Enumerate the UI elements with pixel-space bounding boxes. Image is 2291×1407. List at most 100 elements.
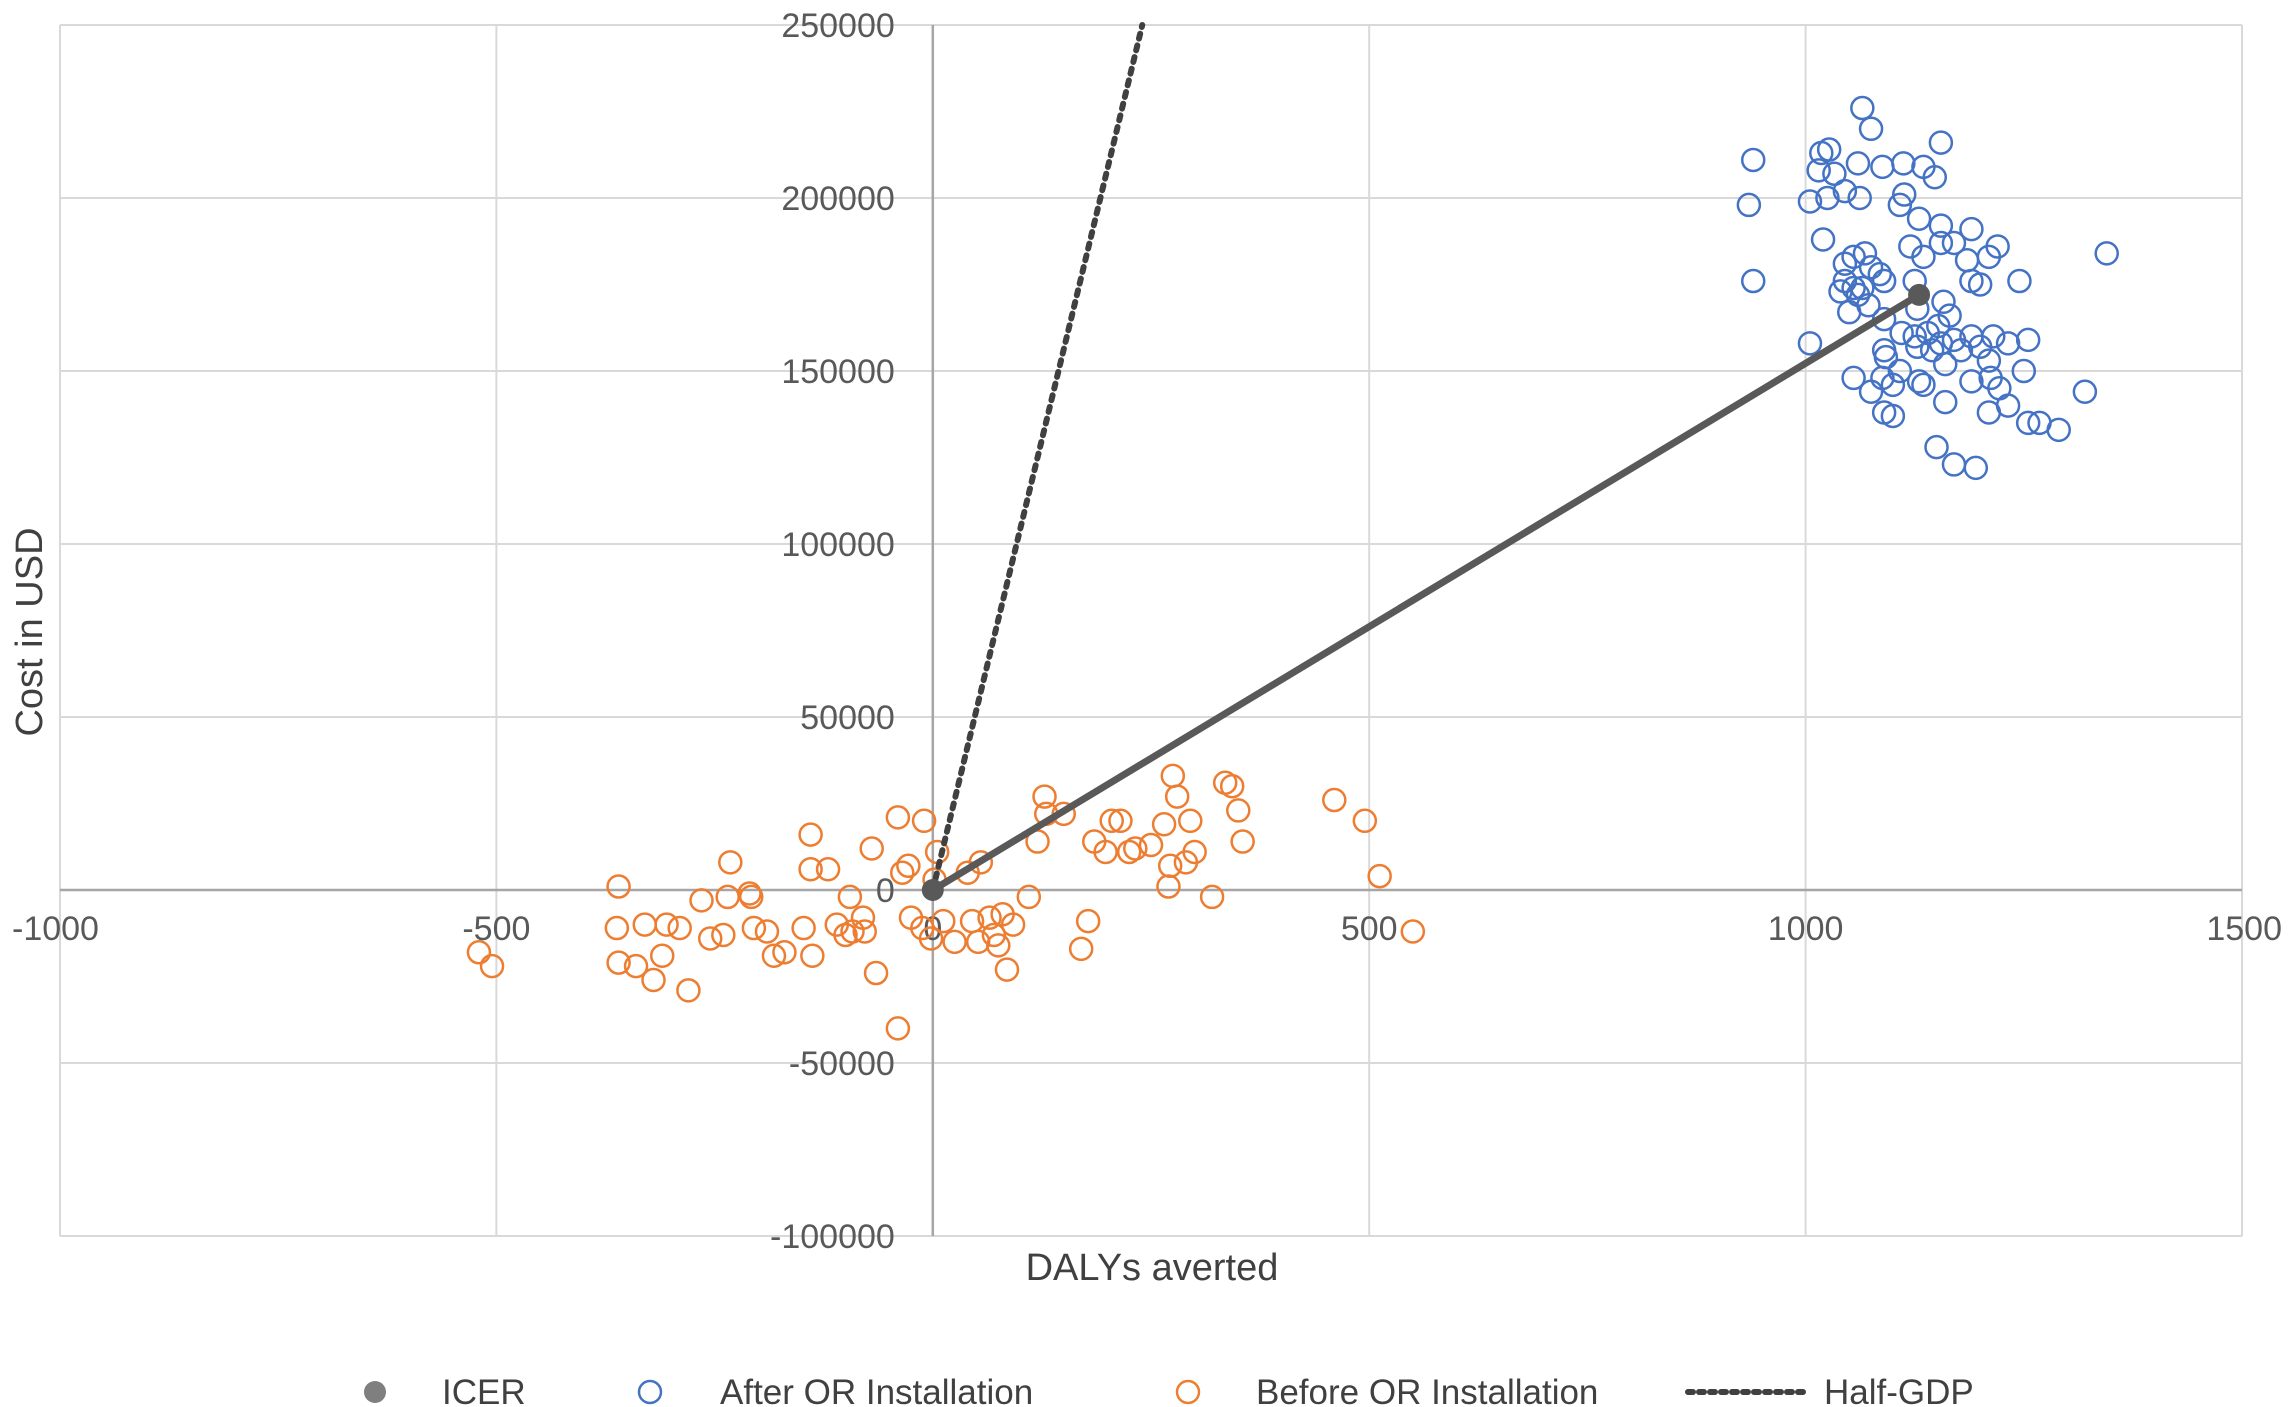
y-tick-label: 0 [876, 872, 895, 910]
data-point [1199, 884, 1225, 910]
data-point [1902, 324, 1927, 349]
data-point [1226, 798, 1251, 823]
data-point [1151, 812, 1177, 837]
data-point [1963, 455, 1989, 481]
data-point [1108, 808, 1133, 834]
data-point [994, 957, 1020, 982]
y-tick-label: -50000 [789, 1045, 895, 1083]
data-point [2007, 268, 2032, 294]
data-point [1887, 358, 1913, 384]
data-point [1806, 158, 1831, 183]
x-axis-title: DALYs averted [1026, 1247, 1279, 1289]
data-point [896, 853, 921, 879]
data-point [1841, 365, 1866, 391]
data-point [1156, 874, 1181, 899]
data-point [1922, 164, 1948, 190]
data-point [1157, 853, 1183, 879]
y-tick-label: 150000 [781, 353, 894, 391]
data-point [852, 919, 877, 944]
data-point [798, 822, 823, 847]
data-point [815, 856, 841, 882]
series-layer [466, 22, 2119, 1041]
data-point [1828, 279, 1853, 304]
data-point [1075, 908, 1101, 934]
y-axis-title: Cost in USD [9, 527, 51, 736]
data-point [1219, 773, 1245, 799]
x-tick-labels: -1000 -500 0 500 1000 1500 [12, 910, 2282, 948]
data-point [1322, 787, 1347, 813]
data-point [798, 856, 823, 882]
data-point [918, 926, 944, 951]
legend: ICER After OR Installation Before OR Ins… [364, 1373, 1974, 1407]
data-point [1928, 213, 1954, 238]
data-point [1178, 808, 1203, 834]
data-point [1856, 293, 1881, 318]
series-after-or-installation [1736, 95, 2119, 481]
data-point [1889, 320, 1914, 346]
data-point [1797, 189, 1823, 214]
data-point [1810, 227, 1836, 252]
icer-point [1908, 283, 1931, 306]
data-point [1941, 452, 1967, 477]
gridlines [59, 24, 2243, 1237]
y-tick-label: 200000 [781, 180, 894, 218]
y-tick-label: -100000 [770, 1218, 895, 1256]
data-point [885, 1016, 911, 1041]
data-point [1911, 244, 1936, 270]
data-point [676, 978, 701, 1003]
data-point [1919, 337, 1945, 363]
data-point [1995, 393, 2021, 418]
data-point [1867, 261, 1893, 287]
legend-icer-marker [364, 1381, 386, 1403]
legend-before-marker [1175, 1379, 1201, 1405]
data-point [1906, 369, 1932, 394]
x-tick-label: -1000 [12, 910, 99, 948]
data-point [1845, 151, 1871, 176]
data-point [1967, 272, 1993, 297]
data-point [1906, 206, 1932, 232]
axes [60, 25, 2242, 1236]
data-point [1932, 389, 1958, 415]
data-point [1924, 434, 1949, 460]
data-point [2015, 410, 2041, 436]
data-point [1870, 154, 1895, 180]
data-point [1832, 178, 1858, 204]
x-tick-label: 1500 [2206, 910, 2282, 948]
data-point [2046, 417, 2071, 443]
data-point [632, 912, 658, 937]
data-point [1068, 936, 1094, 962]
data-point [1740, 147, 1766, 173]
data-point [1891, 182, 1917, 207]
data-point [604, 915, 630, 941]
series-before-or-installation [466, 763, 1426, 1041]
x-tick-label: 500 [1341, 910, 1398, 948]
data-point [791, 915, 816, 941]
data-point [667, 915, 692, 941]
data-point [761, 943, 787, 968]
data-point [711, 922, 736, 948]
data-point [968, 850, 994, 875]
data-point [1880, 403, 1906, 429]
data-point [1182, 839, 1207, 865]
legend-before-label: Before OR Installation [1256, 1373, 1598, 1407]
legend-halfgdp-label: Half-GDP [1824, 1373, 1974, 1407]
legend-icer-label: ICER [442, 1373, 526, 1407]
data-point [986, 933, 1011, 958]
data-point [689, 888, 714, 913]
data-point [479, 953, 505, 979]
data-point [654, 912, 679, 937]
data-point [1858, 116, 1884, 142]
data-point [890, 860, 915, 885]
data-point [1932, 351, 1958, 377]
data-point [1123, 836, 1148, 861]
series-icer [921, 283, 1931, 901]
legend-after-label: After OR Installation [720, 1373, 1033, 1407]
data-point [965, 929, 991, 955]
data-point [1400, 919, 1426, 944]
data-point [1230, 829, 1255, 854]
data-point [1138, 832, 1164, 858]
y-tick-label: 250000 [781, 7, 894, 45]
y-tick-label: 100000 [781, 526, 894, 564]
data-point [1164, 784, 1190, 809]
